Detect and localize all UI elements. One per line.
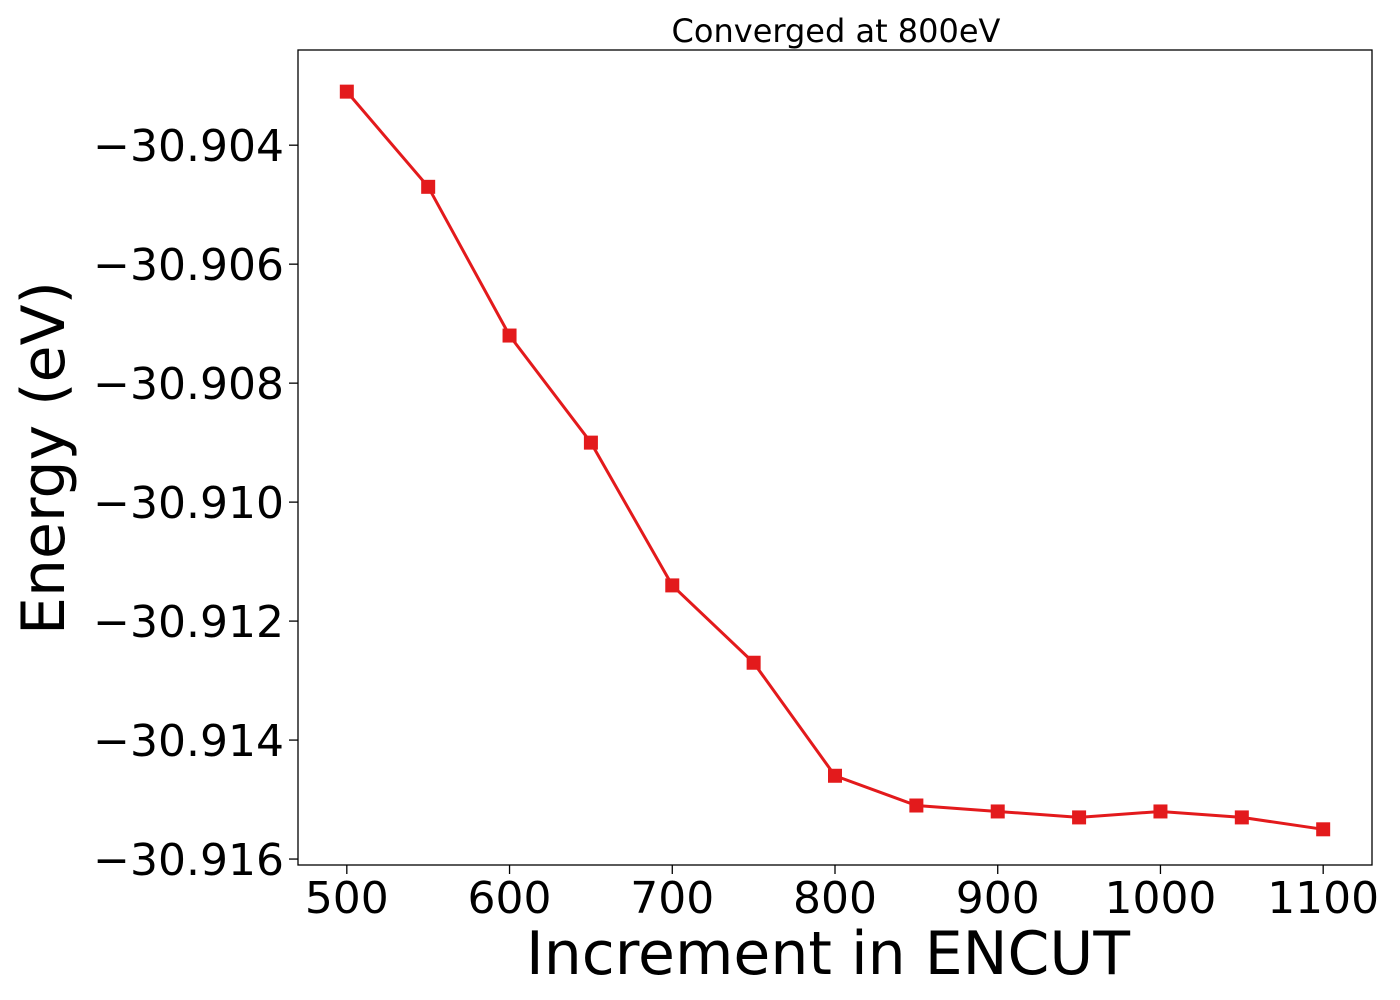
y-tick-label: −30.908 xyxy=(93,359,284,410)
chart-title: Converged at 800eV xyxy=(672,12,1001,50)
x-tick-label: 900 xyxy=(956,873,1040,924)
y-axis: −30.904 −30.906 −30.908 −30.910 −30.912 −30.9… xyxy=(93,121,298,886)
x-tick-label: 500 xyxy=(305,873,389,924)
data-point-marker xyxy=(746,655,761,670)
data-point-marker xyxy=(909,798,924,813)
x-axis: 500 600 700 800 900 1000 1100 xyxy=(305,865,1379,924)
plot-frame xyxy=(297,49,1373,866)
x-tick-label: 1100 xyxy=(1267,873,1379,924)
data-point-marker xyxy=(502,328,517,343)
data-point-marker xyxy=(421,179,436,194)
data-point-marker xyxy=(1153,804,1168,819)
data-point-marker xyxy=(1316,822,1331,837)
data-point-marker xyxy=(1072,810,1087,825)
data-point-marker xyxy=(990,804,1005,819)
x-tick-label: 800 xyxy=(793,873,877,924)
y-tick-label: −30.906 xyxy=(93,240,284,291)
y-axis-label: Energy (eV) xyxy=(9,281,79,635)
data-point-marker xyxy=(583,435,598,450)
data-point-marker xyxy=(339,84,354,99)
x-tick-label: 700 xyxy=(630,873,714,924)
y-tick-label: −30.916 xyxy=(93,835,284,886)
series-line xyxy=(345,90,1324,831)
x-axis-label: Increment in ENCUT xyxy=(526,919,1130,989)
y-tick-label: −30.904 xyxy=(93,121,284,172)
data-points xyxy=(339,84,1331,837)
x-tick-label: 1000 xyxy=(1104,873,1216,924)
y-tick-label: −30.914 xyxy=(93,716,284,767)
y-tick-label: −30.910 xyxy=(93,478,284,529)
data-point-marker xyxy=(828,768,842,783)
data-point-marker xyxy=(665,578,680,593)
y-tick-label: −30.912 xyxy=(93,597,284,648)
x-tick-label: 600 xyxy=(468,873,552,924)
data-point-marker xyxy=(1234,810,1249,825)
